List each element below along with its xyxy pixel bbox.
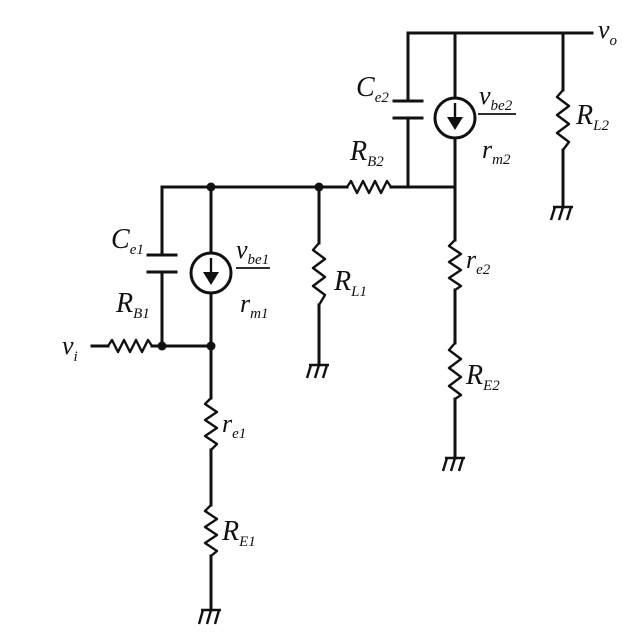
rb1-resistor [107,338,153,354]
current-source-2 [433,96,477,140]
rl2-resistor [555,89,571,151]
label-re2: re2 [466,245,491,278]
RE1-resistor [203,504,219,557]
junction-dot [314,182,324,192]
junction-dot [157,341,167,351]
label-rm1: rm1 [240,289,268,322]
wires [90,31,594,612]
ce2-capacitor [392,99,424,120]
current-source-1 [189,251,233,295]
label-ce2: Ce2 [356,72,389,106]
label-rb2: RB2 [349,136,384,170]
label-RE1: RE1 [221,516,256,550]
label-rl2: RL2 [575,100,609,134]
ground-icon-re1 [197,608,221,625]
label-vi: vi [62,331,78,365]
rb2-resistor [346,179,392,195]
label-vo: vo [598,15,618,49]
junction-dot [206,182,216,192]
re2-resistor [447,239,463,291]
junction-dot [206,341,216,351]
label-re1: re1 [222,409,246,442]
label-ce1: Ce1 [111,224,144,258]
ground-icon-rl1 [305,363,329,379]
label-rl1: RL1 [333,266,367,300]
label-RE2: RE2 [465,360,500,394]
label-vbe1: vbe1 [236,235,269,268]
re1-resistor [203,397,219,451]
ce1-capacitor [146,253,178,274]
label-vbe2: vbe2 [479,81,513,114]
ground-icon-rl2 [549,205,573,221]
label-rm2: rm2 [482,135,511,168]
rl1-resistor [311,242,327,306]
ground-icon-re2 [441,456,465,472]
label-rb1: RB1 [115,288,150,322]
RE2-resistor [447,342,463,400]
